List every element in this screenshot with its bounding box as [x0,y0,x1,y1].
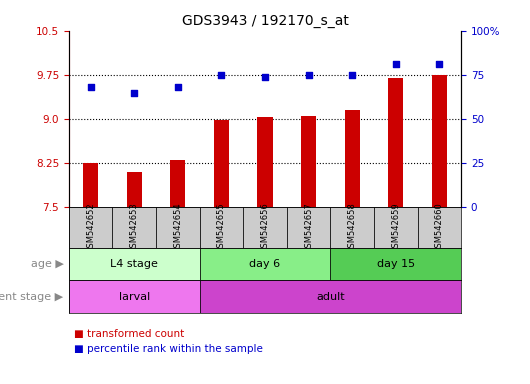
Bar [69,207,112,248]
Bar [330,207,374,248]
Point [217,72,226,78]
Bar [344,110,360,207]
Point [86,84,95,90]
Bar [418,207,461,248]
Text: ■ transformed count: ■ transformed count [74,329,184,339]
Point [261,74,269,80]
Text: GSM542659: GSM542659 [391,202,400,253]
Text: ■ percentile rank within the sample: ■ percentile rank within the sample [74,344,263,354]
Bar [287,207,330,248]
Text: GSM542656: GSM542656 [261,202,269,253]
Text: GSM542652: GSM542652 [86,202,95,253]
Point [174,84,182,90]
Text: age ▶: age ▶ [31,259,64,269]
Point [348,72,356,78]
Text: GSM542660: GSM542660 [435,202,444,253]
Bar [200,248,330,280]
Bar [170,160,185,207]
Text: adult: adult [316,291,344,302]
Point [392,61,400,67]
Point [304,72,313,78]
Bar [258,117,272,207]
Bar [243,207,287,248]
Bar [301,116,316,207]
Text: L4 stage: L4 stage [110,259,158,269]
Text: GSM542655: GSM542655 [217,202,226,253]
Bar [330,248,461,280]
Bar [83,163,99,207]
Text: development stage ▶: development stage ▶ [0,291,64,302]
Text: GSM542657: GSM542657 [304,202,313,253]
Title: GDS3943 / 192170_s_at: GDS3943 / 192170_s_at [182,14,348,28]
Bar [127,172,142,207]
Text: larval: larval [119,291,150,302]
Bar [69,280,200,313]
Point [435,61,444,67]
Text: day 6: day 6 [250,259,280,269]
Bar [112,207,156,248]
Text: GSM542658: GSM542658 [348,202,357,253]
Bar [374,207,418,248]
Bar [200,207,243,248]
Bar [214,120,229,207]
Text: GSM542653: GSM542653 [130,202,139,253]
Bar [200,280,461,313]
Text: GSM542654: GSM542654 [173,202,182,253]
Bar [388,78,403,207]
Text: day 15: day 15 [377,259,415,269]
Bar [432,75,447,207]
Bar [156,207,200,248]
Point [130,89,138,96]
Bar [69,248,200,280]
